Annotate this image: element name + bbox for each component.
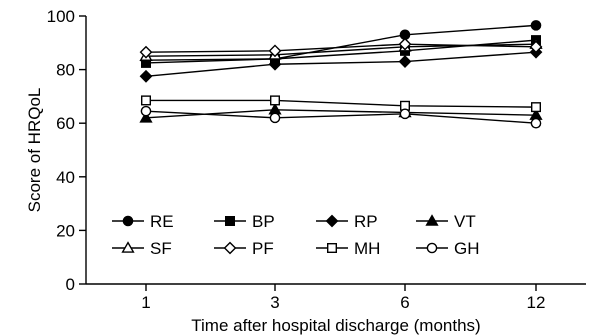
y-tick-label: 20	[56, 221, 75, 240]
data-point-mh	[270, 95, 281, 106]
legend-label: RE	[150, 212, 174, 231]
data-point-rp	[268, 57, 282, 71]
data-point-gh	[140, 105, 152, 117]
series-sf	[139, 37, 543, 61]
legend-marker	[426, 242, 438, 254]
legend-marker	[224, 215, 235, 226]
legend-item-pf: PF	[214, 239, 274, 258]
legend-marker	[325, 214, 339, 228]
axes: 0 20 40 60 80 100 1 3 6 12	[47, 7, 586, 312]
y-tick-label: 100	[47, 7, 75, 26]
legend-label: RP	[354, 212, 378, 231]
x-tick-label: 6	[400, 293, 409, 312]
legend-label: GH	[454, 239, 480, 258]
data-point-pf	[529, 40, 543, 54]
legend-label: VT	[454, 212, 476, 231]
legend-item-sf: SF	[112, 239, 172, 258]
x-axis-title: Time after hospital discharge (months)	[191, 316, 480, 335]
y-axis-title: Score of HRQoL	[25, 88, 44, 213]
legend-marker	[122, 215, 134, 227]
series-line-pf	[145, 43, 537, 53]
data-point-mh	[140, 95, 151, 106]
legend-item-vt: VT	[416, 212, 476, 231]
legend-label: BP	[252, 212, 275, 231]
y-tick-label: 0	[66, 275, 75, 294]
data-point-vt	[268, 102, 282, 115]
data-point-rp	[139, 69, 153, 83]
x-tick-label: 3	[270, 293, 279, 312]
legend-marker	[121, 241, 135, 253]
series-re	[140, 20, 542, 66]
data-point-rp	[398, 55, 412, 68]
legend-item-rp: RP	[316, 212, 378, 231]
series-mh	[140, 95, 542, 113]
data-point-pf	[139, 45, 153, 59]
legend-marker	[327, 242, 338, 253]
y-tick-label: 40	[56, 168, 75, 187]
data-point-gh	[399, 108, 411, 120]
data-point-mh	[531, 102, 542, 113]
legend-label: PF	[252, 239, 274, 258]
data-point-re	[530, 20, 542, 31]
data-point-pf	[268, 44, 282, 58]
series-line-rp	[145, 51, 537, 77]
legend-item-gh: GH	[416, 239, 480, 258]
legend-label: SF	[150, 239, 172, 258]
x-tick-label: 12	[527, 293, 546, 312]
data-point-pf	[398, 37, 412, 51]
series-line-mh	[146, 99, 537, 108]
series-line-gh	[145, 110, 537, 124]
legend-label: MH	[354, 239, 380, 258]
legend-item-re: RE	[112, 212, 174, 231]
y-tick-label: 80	[56, 61, 75, 80]
y-tick-label: 60	[56, 114, 75, 133]
data-point-gh	[530, 117, 542, 129]
series-gh	[140, 105, 542, 129]
data-point-vt	[139, 111, 153, 123]
series-pf	[139, 37, 543, 59]
x-tick-label: 1	[141, 293, 150, 312]
legend: RE BP RP VT SF PF MH GH	[112, 212, 480, 258]
legend-marker	[223, 241, 237, 255]
legend-marker	[425, 214, 439, 226]
legend-item-bp: BP	[214, 212, 275, 231]
series-layer	[139, 20, 543, 129]
legend-item-mh: MH	[316, 239, 380, 258]
data-point-gh	[269, 112, 281, 124]
